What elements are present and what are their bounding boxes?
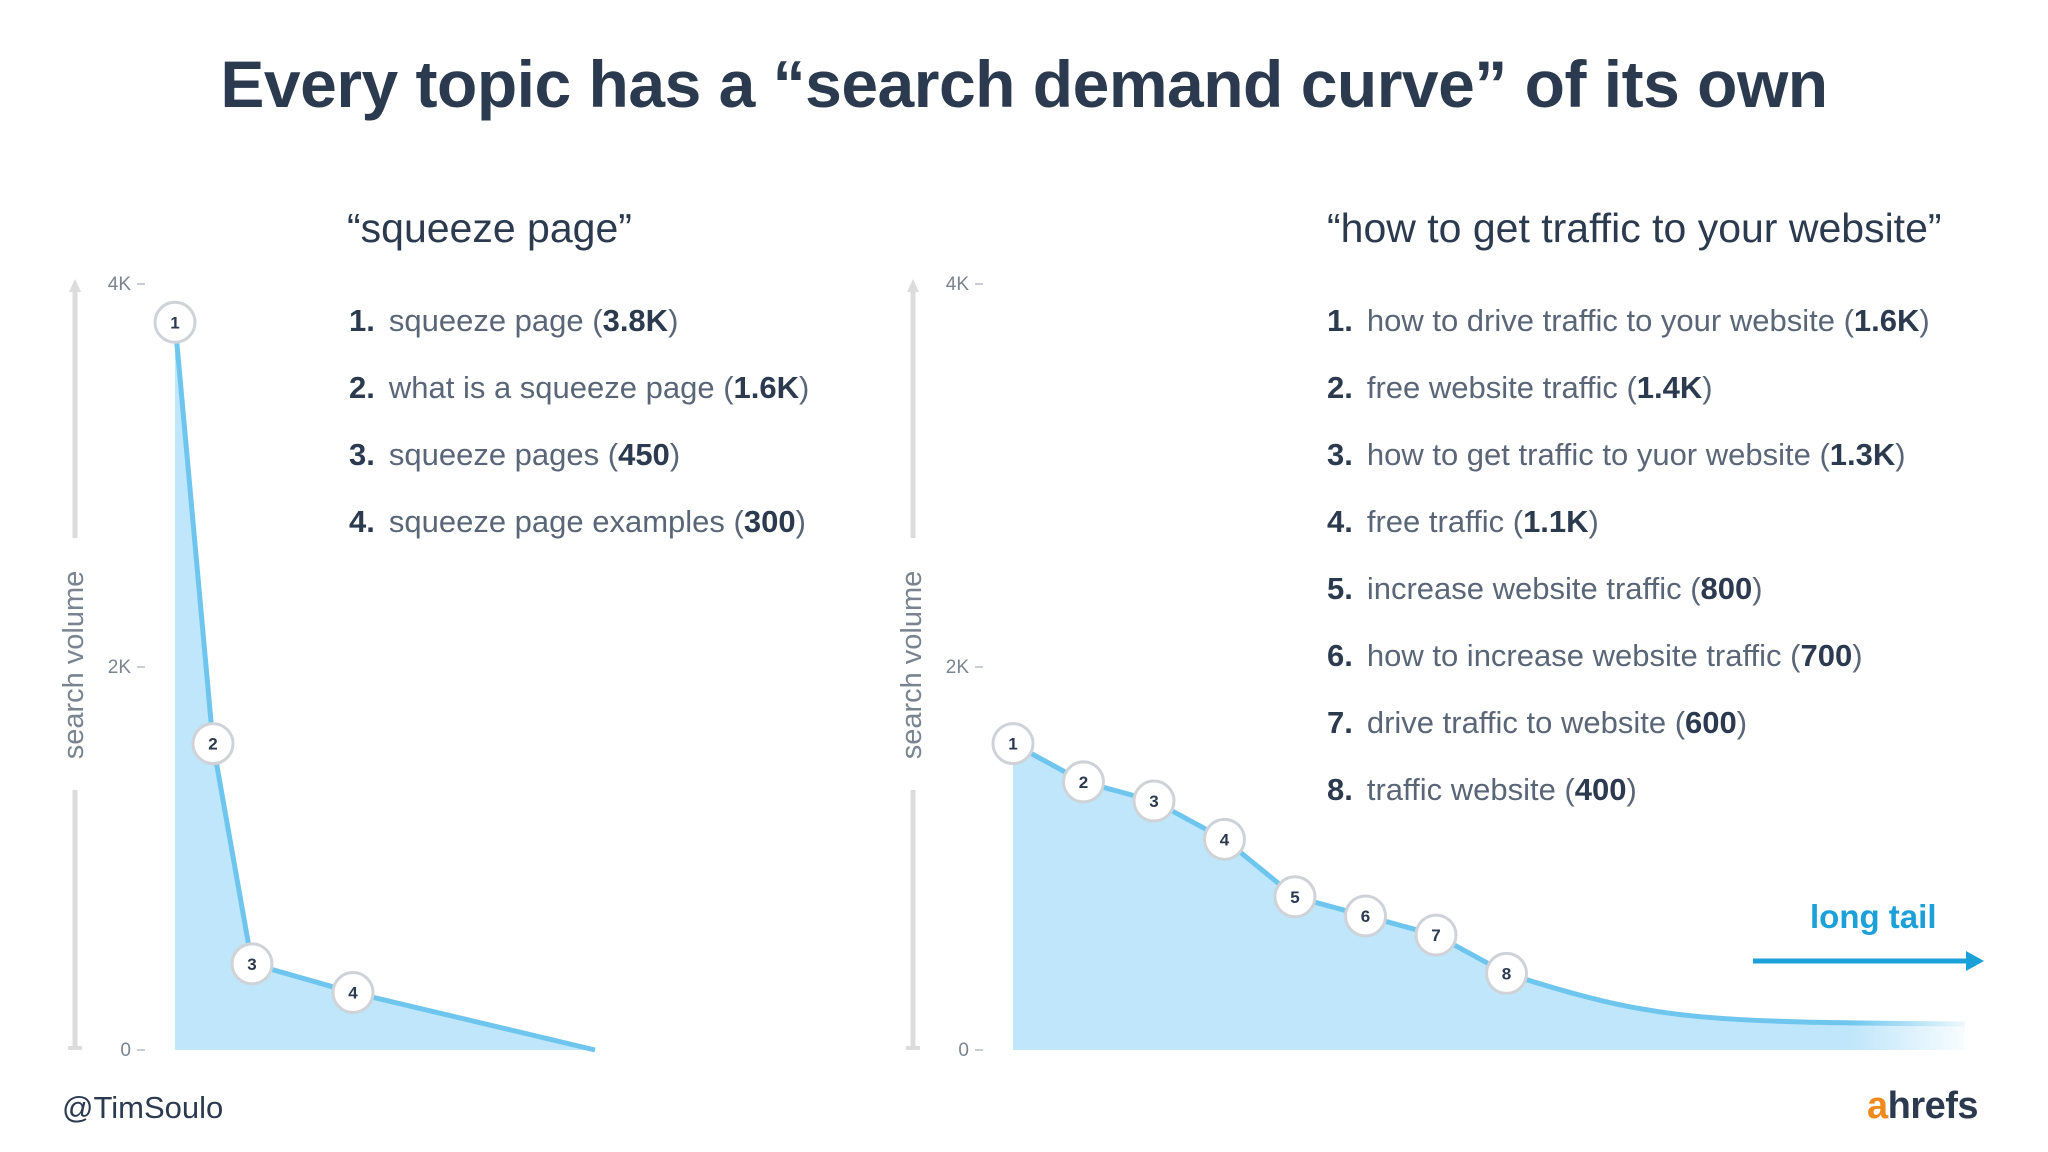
point-marker <box>331 971 375 1015</box>
point-label: 6 <box>1361 907 1370 926</box>
keyword-volume: 300 <box>743 504 796 539</box>
keyword-volume: 800 <box>1700 571 1753 606</box>
point-label: 2 <box>1079 773 1088 792</box>
keyword-text: free traffic <box>1366 504 1505 539</box>
keyword-volume: 1.1K <box>1523 504 1589 539</box>
keyword-item: 2. free website traffic (1.4K) <box>1327 370 1713 405</box>
keyword-item: 1. how to drive traffic to your website (… <box>1327 303 1930 338</box>
point-label: 1 <box>170 313 179 332</box>
point-marker <box>153 300 197 344</box>
y-tick-label: 4K <box>946 274 970 295</box>
point-label: 8 <box>1502 964 1511 983</box>
keyword-rank: 3. <box>1327 437 1353 472</box>
keyword-rank: 5. <box>1327 571 1353 606</box>
keyword-text: squeeze pages <box>388 437 600 472</box>
y-axis-arrow <box>907 279 919 292</box>
y-axis-label: search volume <box>58 571 90 760</box>
point-marker <box>1414 913 1458 957</box>
brand-logo: ahrefs <box>1867 1085 1979 1127</box>
keyword-item: 8. traffic website (400) <box>1327 772 1637 807</box>
panel-title-left: “squeeze page” <box>347 205 632 251</box>
page-title: Every topic has a “search demand curve” … <box>220 47 1828 121</box>
keyword-volume: 700 <box>1800 638 1853 673</box>
keyword-text: what is a squeeze page <box>388 370 715 405</box>
chart-squeeze-page: search volume 0 2K 4K 1 2 3 4 <box>58 274 596 1061</box>
point-marker <box>1062 760 1105 804</box>
y-tick-label: 0 <box>120 1040 131 1061</box>
keyword-item: 5. increase website traffic (800) <box>1327 571 1763 606</box>
keyword-text: how to drive traffic to your website <box>1366 303 1835 338</box>
keyword-text: traffic website <box>1366 772 1556 807</box>
point-marker <box>1273 875 1317 919</box>
point-label: 5 <box>1290 888 1299 907</box>
keyword-item: 7. drive traffic to website (600) <box>1327 705 1748 740</box>
keyword-item: 3. how to get traffic to yuor website (1.… <box>1327 437 1906 472</box>
keyword-rank: 1. <box>349 303 375 338</box>
keyword-item: 6. how to increase website traffic (700) <box>1327 638 1863 673</box>
author-handle: @TimSoulo <box>62 1090 224 1125</box>
point-marker <box>991 722 1035 766</box>
chart-traffic-website: search volume 0 2K 4K 1 2 3 4 5 6 7 8 <box>896 274 1984 1061</box>
keyword-text: squeeze page <box>388 303 584 338</box>
keyword-rank: 4. <box>349 504 375 539</box>
area-fill <box>1013 743 1965 1050</box>
keyword-item: 3. squeeze pages (450) <box>349 437 681 472</box>
keyword-item: 4. free traffic (1.1K) <box>1327 504 1599 539</box>
keyword-rank: 6. <box>1327 638 1353 673</box>
keyword-text: how to increase website traffic <box>1366 638 1782 673</box>
point-marker <box>1344 894 1387 938</box>
y-axis-arrow <box>69 279 81 292</box>
point-label: 7 <box>1431 926 1440 945</box>
tail-fade <box>1850 990 1980 1060</box>
point-label: 2 <box>208 735 217 754</box>
point-marker <box>1485 951 1528 995</box>
keyword-rank: 2. <box>349 370 375 405</box>
point-label: 3 <box>1149 792 1158 811</box>
keyword-text: increase website traffic <box>1366 571 1682 606</box>
keyword-volume: 400 <box>1574 772 1627 807</box>
keyword-item: 1. squeeze page (3.8K) <box>349 303 679 338</box>
point-marker <box>230 942 274 986</box>
point-label: 3 <box>247 955 256 974</box>
area-fill <box>175 322 595 1050</box>
long-tail-label: long tail <box>1810 898 1937 935</box>
keyword-text: free website traffic <box>1366 370 1618 405</box>
point-marker <box>1132 779 1176 823</box>
y-tick-label: 2K <box>946 657 970 678</box>
y-tick-label: 2K <box>108 657 132 678</box>
keyword-item: 4. squeeze page examples (300) <box>349 504 806 539</box>
keyword-text: drive traffic to website <box>1366 705 1667 740</box>
keyword-volume: 1.3K <box>1829 437 1896 472</box>
y-axis-label: search volume <box>896 571 928 760</box>
keyword-rank: 3. <box>349 437 375 472</box>
keyword-text: how to get traffic to yuor website <box>1366 437 1811 472</box>
keyword-volume: 3.8K <box>602 303 669 338</box>
point-label: 1 <box>1008 735 1017 754</box>
y-tick-label: 4K <box>108 274 132 295</box>
keyword-volume: 1.4K <box>1636 370 1703 405</box>
keyword-rank: 1. <box>1327 303 1353 338</box>
keyword-list-right: 1. how to drive traffic to your website (… <box>1327 287 1930 823</box>
point-label: 4 <box>1220 830 1230 849</box>
keyword-list-left: 1. squeeze page (3.8K) 2. what is a squeeze… <box>349 287 809 555</box>
point-label: 4 <box>348 984 358 1003</box>
keyword-item: 2. what is a squeeze page (1.6K) <box>349 370 810 405</box>
keyword-text: squeeze page examples <box>388 504 725 539</box>
long-tail-arrow-head <box>1966 951 1984 971</box>
keyword-rank: 2. <box>1327 370 1353 405</box>
point-marker <box>191 722 235 766</box>
keyword-volume: 1.6K <box>733 370 800 405</box>
y-tick-label: 0 <box>958 1040 969 1061</box>
keyword-volume: 600 <box>1685 705 1737 740</box>
keyword-volume: 450 <box>618 437 670 472</box>
keyword-rank: 7. <box>1327 705 1353 740</box>
panel-title-right: “how to get traffic to your website” <box>1327 205 1942 251</box>
keyword-volume: 1.6K <box>1853 303 1920 338</box>
keyword-rank: 4. <box>1327 504 1353 539</box>
point-marker <box>1203 817 1246 861</box>
keyword-rank: 8. <box>1327 772 1353 807</box>
